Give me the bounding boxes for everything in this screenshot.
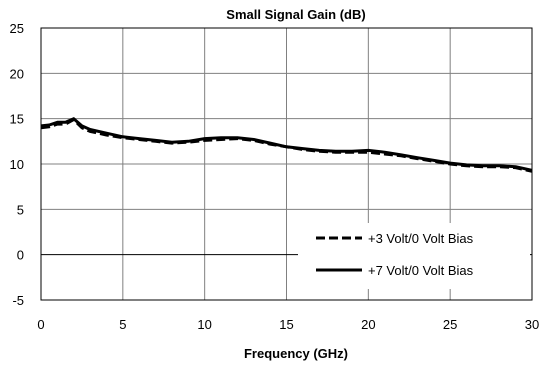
plot-area [40, 27, 533, 301]
y-tick-label: 25 [10, 21, 24, 36]
y-tick-label: 15 [10, 112, 24, 127]
x-axis-tick-labels: 0 5 10 15 20 25 30 [37, 317, 539, 332]
y-axis-tick-labels: -5 0 5 10 15 20 25 [10, 21, 24, 308]
x-tick-label: 5 [119, 317, 126, 332]
y-tick-label: -5 [12, 293, 24, 308]
y-tick-label: 5 [17, 202, 24, 217]
x-tick-label: 10 [197, 317, 211, 332]
y-tick-label: 10 [10, 157, 24, 172]
legend-label-series-1: +3 Volt/0 Volt Bias [368, 231, 474, 246]
x-tick-label: 0 [37, 317, 44, 332]
legend-label-series-2: +7 Volt/0 Volt Bias [368, 263, 474, 278]
y-tick-label: 20 [10, 66, 24, 81]
chart-title: Small Signal Gain (dB) [226, 7, 365, 22]
y-tick-label: 0 [17, 248, 24, 263]
x-tick-label: 15 [279, 317, 293, 332]
series-line-2 [40, 117, 533, 172]
legend: +3 Volt/0 Volt Bias +7 Volt/0 Volt Bias [298, 223, 530, 289]
x-tick-label: 20 [361, 317, 375, 332]
series-layer [40, 117, 533, 173]
legend-box [298, 223, 530, 289]
x-tick-label: 25 [443, 317, 457, 332]
x-tick-label: 30 [525, 317, 539, 332]
x-axis-title: Frequency (GHz) [244, 346, 348, 361]
